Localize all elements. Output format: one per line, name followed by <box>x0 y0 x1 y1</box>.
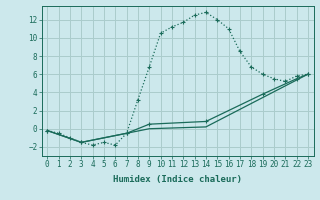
X-axis label: Humidex (Indice chaleur): Humidex (Indice chaleur) <box>113 175 242 184</box>
